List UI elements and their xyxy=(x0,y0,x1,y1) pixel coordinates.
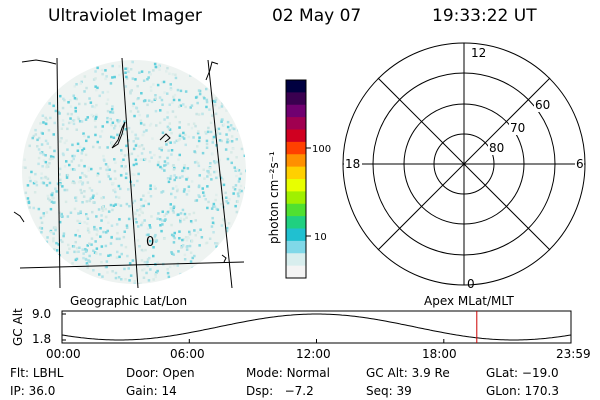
x-tick-2359: 23:59 xyxy=(556,347,591,361)
orbit-plot: GC Alt 9.0 1.8 xyxy=(11,307,572,346)
colorbar-segment xyxy=(286,203,306,217)
uv-image-disk xyxy=(22,60,246,284)
mlat-label-60: 60 xyxy=(535,98,550,112)
orbit-y-tick-9: 9.0 xyxy=(32,307,51,321)
mlat-label-80: 80 xyxy=(489,141,504,155)
status-glat: GLat: −19.0 xyxy=(486,366,559,380)
x-tick-1800: 18:00 xyxy=(422,347,457,361)
colorbar-segment xyxy=(286,240,306,254)
colorbar-segment xyxy=(286,154,306,168)
coastline xyxy=(13,59,227,263)
time-label: 19:33:22 UT xyxy=(432,6,537,26)
orbit-y-axis-label: GC Alt xyxy=(11,308,25,346)
colorbar-segment xyxy=(286,80,306,93)
mlt-label-6: 6 xyxy=(576,157,584,171)
colorbar-segment xyxy=(286,166,306,180)
colorbar-segment xyxy=(286,179,306,192)
status-door: Door: Open xyxy=(126,366,195,380)
geographic-grid xyxy=(19,57,245,289)
instrument-title: Ultraviolet Imager xyxy=(48,6,202,26)
colorbar-segments xyxy=(286,80,306,279)
colorbar-unit-label: photon cm⁻²s⁻¹ xyxy=(267,151,281,244)
colorbar-segment xyxy=(286,129,306,143)
status-filter: Flt: LBHL xyxy=(10,366,64,380)
status-gc-alt: GC Alt: 3.9 Re xyxy=(366,366,450,380)
polar-plot xyxy=(342,42,586,286)
colorbar-segment xyxy=(286,92,306,106)
status-mode: Mode: Normal xyxy=(246,366,330,380)
colorbar-tick-100: 100 xyxy=(312,144,331,155)
x-tick-0000: 00:00 xyxy=(46,347,81,361)
status-gain: Gain: 14 xyxy=(126,384,177,398)
colorbar: 100 10 photon cm⁻²s⁻¹ xyxy=(267,79,331,279)
geographic-label: Geographic Lat/Lon xyxy=(70,294,188,308)
colorbar-tick-10: 10 xyxy=(314,232,327,243)
date-label: 02 May 07 xyxy=(272,6,362,26)
grid-mark: 0 xyxy=(146,235,154,250)
status-dsp: Dsp: −7.2 xyxy=(246,384,314,398)
colorbar-segment xyxy=(286,253,306,267)
status-glon: GLon: 170.3 xyxy=(486,384,559,398)
colorbar-segment xyxy=(286,265,306,279)
colorbar-segment xyxy=(286,104,306,118)
polar-labels: 12 18 6 0 60 70 80 xyxy=(344,46,584,291)
colorbar-segment xyxy=(286,228,306,242)
status-seq: Seq: 39 xyxy=(366,384,412,398)
mlat-label-70: 70 xyxy=(510,121,525,135)
colorbar-segment xyxy=(286,191,306,205)
orbit-altitude-curve xyxy=(61,313,572,341)
status-ip: IP: 36.0 xyxy=(10,384,56,398)
x-tick-1200: 12:00 xyxy=(296,347,331,361)
mlt-label-18: 18 xyxy=(345,157,360,171)
colorbar-segment xyxy=(286,117,306,131)
mlt-label-12: 12 xyxy=(471,46,486,60)
colorbar-segment xyxy=(286,216,306,230)
apex-label: Apex MLat/MLT xyxy=(424,294,514,308)
colorbar-segment xyxy=(286,141,306,155)
x-tick-0600: 06:00 xyxy=(170,347,205,361)
mlt-label-0: 0 xyxy=(467,277,475,291)
orbit-y-tick-1: 1.8 xyxy=(32,332,51,346)
